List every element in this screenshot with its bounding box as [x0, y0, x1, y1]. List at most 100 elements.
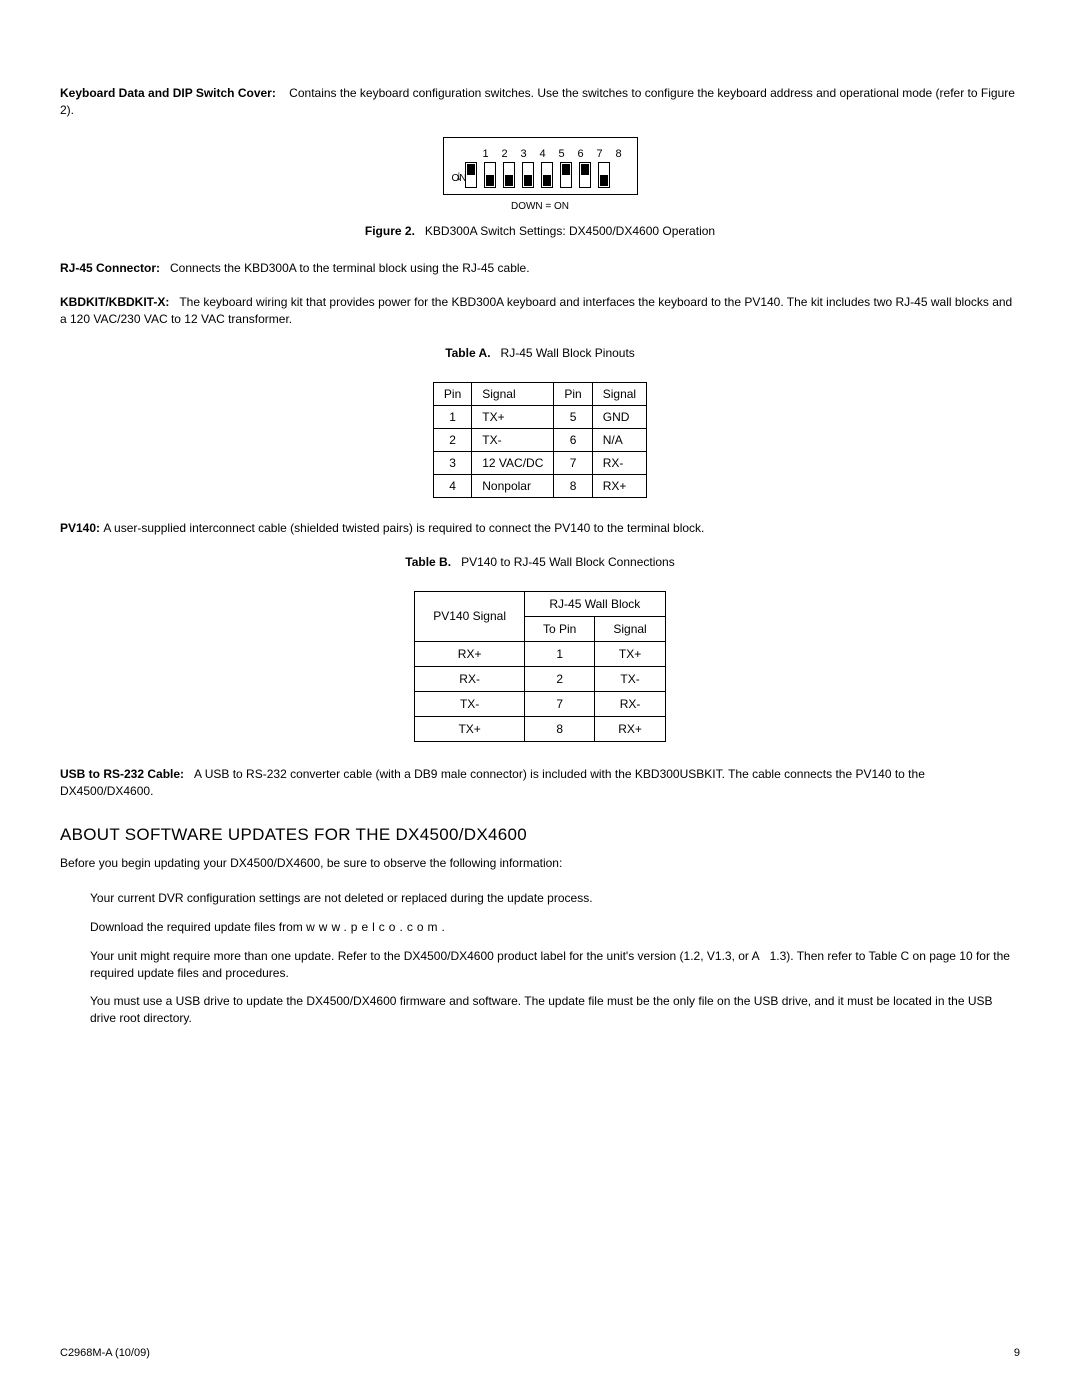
rj45-connector-paragraph: RJ-45 Connector: Connects the KBD300A to… [60, 260, 1020, 277]
table-cell: RX- [415, 666, 525, 691]
table-cell: TX+ [472, 405, 554, 428]
dip-switch [560, 162, 572, 188]
table-row: TX+8RX+ [415, 716, 665, 741]
dip-number: 4 [537, 148, 549, 160]
dip-knob [524, 175, 532, 186]
table-b: PV140 SignalRJ-45 Wall BlockTo PinSignal… [414, 591, 665, 742]
table-cell: 8 [554, 474, 592, 497]
rj45-lead: RJ-45 Connector: [60, 261, 160, 275]
rj45-text: Connects the KBD300A to the terminal blo… [160, 261, 530, 275]
table-row: 1TX+5GND [433, 405, 646, 428]
table-row: 4Nonpolar8RX+ [433, 474, 646, 497]
table-cell: TX- [472, 428, 554, 451]
dip-number: 1 [480, 148, 492, 160]
page-footer: C2968M-A (10/09) 9 [60, 1347, 1020, 1359]
table-cell: 3 [433, 451, 471, 474]
table-row: RX+1TX+ [415, 641, 665, 666]
usb-text: A USB to RS-232 converter cable (with a … [60, 767, 925, 798]
dip-switch [541, 162, 553, 188]
pv140-paragraph: PV140: A user-supplied interconnect cabl… [60, 520, 1020, 537]
table-cell: 1 [525, 641, 595, 666]
table-cell: 7 [554, 451, 592, 474]
table-header: To Pin [525, 616, 595, 641]
dip-cover-lead: Keyboard Data and DIP Switch Cover: [60, 86, 276, 100]
figure-2-prefix: Figure 2. [365, 224, 425, 238]
table-header: Signal [595, 616, 665, 641]
pv140-lead: PV140: [60, 521, 100, 535]
dip-switch [522, 162, 534, 188]
dip-switch [598, 162, 610, 188]
table-header: Pin [433, 382, 471, 405]
table-a-caption: Table A. RJ-45 Wall Block Pinouts [60, 346, 1020, 360]
dip-frame: 12345678 ↓ ON [443, 137, 638, 195]
table-row: 312 VAC/DC7RX- [433, 451, 646, 474]
pv140-text: A user-supplied interconnect cable (shie… [100, 521, 704, 535]
table-row: 2TX-6N/A [433, 428, 646, 451]
table-a: PinSignalPinSignal1TX+5GND2TX-6N/A312 VA… [433, 382, 647, 498]
dip-number-row: 12345678 [480, 148, 625, 160]
dip-switch-bank [465, 162, 610, 188]
dip-number: 3 [518, 148, 530, 160]
table-cell: RX+ [415, 641, 525, 666]
dip-legend: DOWN = ON [60, 201, 1020, 212]
dip-knob [562, 164, 570, 175]
dip-switch-row: ↓ [456, 162, 625, 188]
update-intro: Before you begin updating your DX4500/DX… [60, 855, 1020, 872]
table-cell: TX+ [415, 716, 525, 741]
table-cell: 12 VAC/DC [472, 451, 554, 474]
dip-knob [505, 175, 513, 186]
dip-number: 7 [594, 148, 606, 160]
table-cell: RX- [592, 451, 646, 474]
list-item: You must use a USB drive to update the D… [90, 993, 1020, 1027]
table-cell: Nonpolar [472, 474, 554, 497]
dip-on-label: ON [452, 173, 467, 184]
table-cell: RX- [595, 691, 665, 716]
table-cell: 2 [525, 666, 595, 691]
download-text: Download the required update files from [90, 920, 306, 934]
table-cell: 8 [525, 716, 595, 741]
table-header: Pin [554, 382, 592, 405]
list-item: Download the required update files from … [90, 919, 1020, 936]
table-b-title: PV140 to RJ-45 Wall Block Connections [461, 555, 675, 569]
table-b-prefix: Table B. [405, 555, 461, 569]
dip-cover-paragraph: Keyboard Data and DIP Switch Cover: Cont… [60, 85, 1020, 119]
table-cell: 5 [554, 405, 592, 428]
table-cell: TX- [595, 666, 665, 691]
dip-switch-figure: 12345678 ↓ ON DOWN = ON [60, 137, 1020, 212]
figure-2-caption: Figure 2. KBD300A Switch Settings: DX450… [60, 224, 1020, 238]
table-row: TX-7RX- [415, 691, 665, 716]
table-b-caption: Table B. PV140 to RJ-45 Wall Block Conne… [60, 555, 1020, 569]
table-cell: 2 [433, 428, 471, 451]
usb-rs232-paragraph: USB to RS-232 Cable: A USB to RS-232 con… [60, 766, 1020, 800]
table-a-title: RJ-45 Wall Block Pinouts [501, 346, 635, 360]
list-item: Your current DVR configuration settings … [90, 890, 1020, 907]
table-cell: RX+ [595, 716, 665, 741]
table-cell: TX- [415, 691, 525, 716]
dip-knob [600, 175, 608, 186]
table-cell: 4 [433, 474, 471, 497]
kbdkit-text: The keyboard wiring kit that provides po… [60, 295, 1012, 326]
dip-knob [486, 175, 494, 186]
table-cell: TX+ [595, 641, 665, 666]
software-updates-heading: ABOUT SOFTWARE UPDATES FOR THE DX4500/DX… [60, 825, 1020, 845]
dip-switch [484, 162, 496, 188]
table-header: Signal [592, 382, 646, 405]
list-item: Your unit might require more than one up… [90, 948, 1020, 982]
update-bullets: Your current DVR configuration settings … [60, 890, 1020, 1027]
dip-number: 8 [613, 148, 625, 160]
table-row: RX-2TX- [415, 666, 665, 691]
table-cell: 6 [554, 428, 592, 451]
table-header: Signal [472, 382, 554, 405]
dip-switch [503, 162, 515, 188]
dip-knob [467, 164, 475, 175]
table-a-prefix: Table A. [445, 346, 500, 360]
dip-knob [581, 164, 589, 175]
kbdkit-lead: KBDKIT/KBDKIT-X: [60, 295, 169, 309]
footer-docid: C2968M-A (10/09) [60, 1347, 150, 1359]
pelco-url: www.pelco.com. [306, 920, 449, 934]
dip-number: 6 [575, 148, 587, 160]
table-header: PV140 Signal [415, 591, 525, 641]
dip-number: 2 [499, 148, 511, 160]
usb-lead: USB to RS-232 Cable: [60, 767, 184, 781]
kbdkit-paragraph: KBDKIT/KBDKIT-X: The keyboard wiring kit… [60, 294, 1020, 328]
